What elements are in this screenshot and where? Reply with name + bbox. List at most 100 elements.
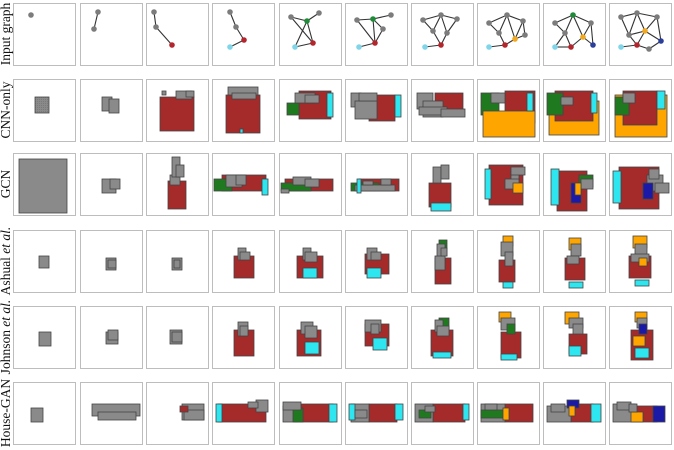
room-box bbox=[97, 411, 137, 421]
room-box bbox=[550, 168, 560, 206]
layout-cell bbox=[279, 230, 342, 293]
layout-cell bbox=[279, 153, 342, 216]
room-box bbox=[239, 128, 244, 134]
room-box bbox=[362, 180, 374, 186]
graph-edge bbox=[506, 14, 524, 22]
room-box bbox=[348, 403, 356, 421]
graph-node bbox=[430, 28, 436, 34]
layout-cell bbox=[411, 153, 474, 216]
graph-edge bbox=[628, 12, 638, 36]
graph-edge bbox=[155, 26, 173, 46]
room-box bbox=[394, 403, 404, 421]
room-box bbox=[424, 405, 436, 413]
graph-edge bbox=[422, 14, 442, 21]
room-box bbox=[526, 92, 534, 112]
room-box bbox=[490, 92, 506, 104]
layout-cell bbox=[609, 382, 672, 445]
layout-cell bbox=[80, 230, 143, 293]
room-box bbox=[480, 409, 506, 419]
room-box bbox=[432, 351, 452, 359]
row-label: Input graph bbox=[0, 2, 13, 65]
layout-cell bbox=[212, 306, 275, 369]
room-box bbox=[261, 178, 269, 196]
room-box bbox=[107, 329, 119, 341]
room-box bbox=[304, 325, 318, 339]
graph-node bbox=[504, 12, 510, 18]
cell-frame bbox=[80, 79, 143, 142]
room-box bbox=[231, 92, 257, 100]
room-box bbox=[574, 182, 582, 196]
room-box bbox=[107, 259, 117, 269]
layout-cell bbox=[411, 230, 474, 293]
graph-cell bbox=[477, 3, 540, 66]
graph-edge bbox=[93, 11, 99, 30]
graph-node bbox=[444, 30, 450, 36]
graph-node bbox=[654, 14, 660, 20]
graph-edge bbox=[644, 30, 662, 42]
row-label: Johnson et al. bbox=[0, 300, 13, 375]
layout-cell bbox=[477, 306, 540, 369]
room-box bbox=[179, 405, 189, 413]
graph-edge bbox=[636, 12, 646, 32]
layout-cell bbox=[80, 306, 143, 369]
graph-node bbox=[169, 42, 175, 48]
room-box bbox=[434, 255, 446, 271]
graph-node bbox=[372, 40, 378, 46]
graph-node bbox=[520, 18, 526, 24]
layout-cell bbox=[411, 382, 474, 445]
room-box bbox=[590, 403, 602, 423]
room-box bbox=[185, 90, 195, 98]
cell-frame bbox=[609, 3, 672, 66]
layout-cell bbox=[411, 306, 474, 369]
graph-node bbox=[354, 17, 360, 23]
layout-cell bbox=[477, 79, 540, 142]
graph-edge bbox=[554, 14, 574, 24]
graph-node bbox=[568, 44, 574, 50]
graph-node bbox=[634, 42, 640, 48]
layout-cell bbox=[477, 230, 540, 293]
layout-cell bbox=[146, 153, 209, 216]
graph-node bbox=[522, 32, 528, 38]
graph-node bbox=[151, 9, 157, 15]
graph-edge bbox=[372, 18, 376, 44]
room-box bbox=[506, 323, 516, 335]
graph-edge bbox=[590, 22, 594, 46]
room-box bbox=[173, 259, 181, 269]
room-box bbox=[570, 243, 582, 257]
room-box bbox=[358, 92, 378, 102]
room-box bbox=[568, 405, 576, 417]
graph-node bbox=[486, 20, 492, 26]
room-box bbox=[171, 331, 183, 343]
graph-edge bbox=[656, 16, 662, 42]
layout-cell bbox=[13, 79, 76, 142]
room-box bbox=[302, 267, 318, 279]
room-box bbox=[372, 337, 388, 351]
graph-edge bbox=[432, 14, 442, 32]
room-box bbox=[34, 96, 50, 114]
graph-edge bbox=[564, 14, 574, 34]
cell-frame bbox=[80, 3, 143, 66]
graph-edge bbox=[356, 19, 376, 44]
graph-cell bbox=[212, 3, 275, 66]
room-box bbox=[304, 178, 320, 188]
room-box bbox=[484, 168, 492, 200]
graph-node bbox=[438, 42, 444, 48]
graph-node bbox=[292, 44, 298, 50]
graph-node bbox=[28, 12, 34, 18]
graph-edge bbox=[294, 42, 314, 48]
layout-cell bbox=[543, 79, 606, 142]
layout-cell bbox=[13, 382, 76, 445]
room-box bbox=[356, 178, 362, 194]
room-box bbox=[440, 164, 450, 180]
room-box bbox=[440, 247, 448, 257]
row-label: GCN bbox=[0, 170, 13, 199]
room-box bbox=[304, 251, 318, 263]
room-box bbox=[247, 401, 259, 409]
layout-cell bbox=[609, 230, 672, 293]
graph-cell bbox=[345, 3, 408, 66]
room-box bbox=[370, 323, 380, 335]
layout-cell bbox=[279, 382, 342, 445]
cell-frame bbox=[13, 382, 76, 445]
room-box bbox=[546, 92, 564, 116]
room-box bbox=[482, 110, 536, 138]
